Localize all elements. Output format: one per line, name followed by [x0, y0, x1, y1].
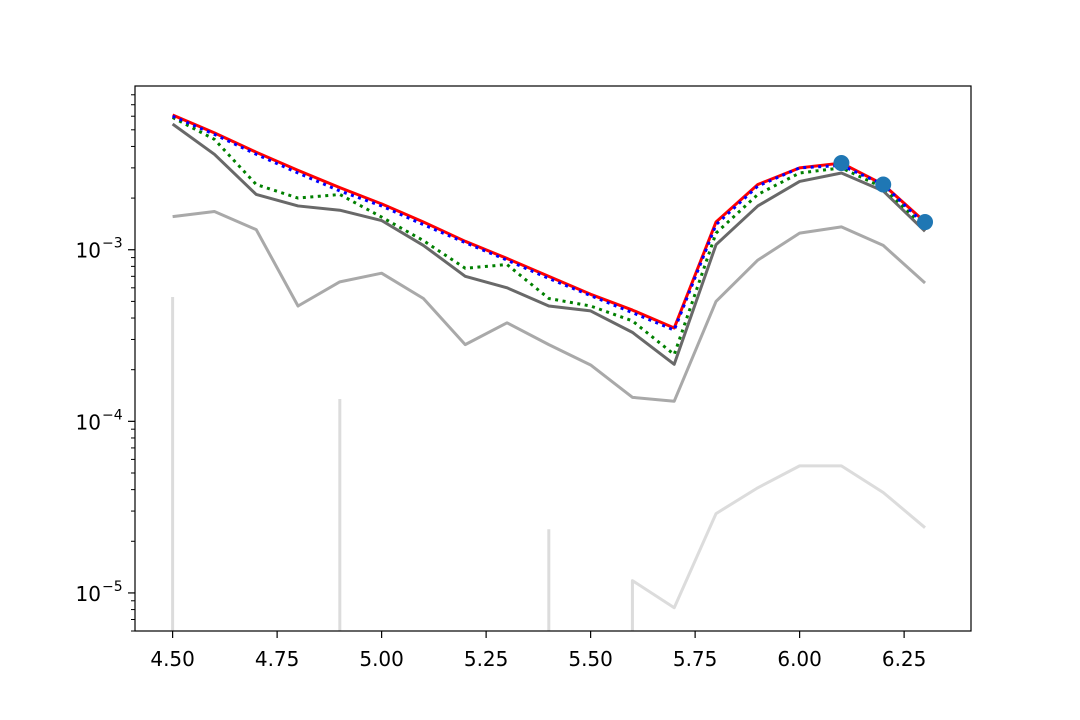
series-5-line: [172, 113, 927, 330]
y-tick-label-exponent-3: −3: [102, 236, 123, 252]
x-tick-label-3: 5.00: [359, 647, 404, 671]
x-tick-label-8: 6.25: [882, 647, 927, 671]
plot-frame: [134, 85, 972, 632]
y-axis: 10−510−410−3: [76, 94, 135, 632]
x-tick-label-6: 5.75: [673, 647, 718, 671]
y-tick-label-1: 10: [76, 582, 101, 606]
series-3-line: [171, 122, 927, 366]
plot-background: [135, 86, 971, 631]
x-axis: 4.50 4.75 5.00 5.25 5.50 5.75 6.00 6.25: [150, 631, 926, 671]
x-tick-label-1: 4.50: [150, 647, 195, 671]
x-tick-label-4: 5.25: [464, 647, 509, 671]
series-4-line: [171, 116, 927, 357]
x-tick-label-5: 5.50: [568, 647, 613, 671]
y-tick-label-exponent-2: −4: [102, 407, 123, 423]
series-1-line-segment-4: [630, 464, 926, 631]
x-tick-label-7: 6.00: [777, 647, 822, 671]
highlight-point-2: [875, 176, 892, 193]
series-6-line: [172, 114, 927, 332]
y-tick-label-exponent-1: −5: [102, 579, 123, 595]
x-tick-label-2: 4.75: [255, 647, 300, 671]
highlight-point-3: [917, 214, 934, 231]
highlight-point-1: [833, 155, 850, 172]
series-2-line: [172, 210, 927, 403]
y-tick-label-2: 10: [76, 410, 101, 434]
marker-layer: [833, 155, 934, 231]
series-layer: [171, 113, 927, 631]
y-tick-label-3: 10: [76, 239, 101, 263]
